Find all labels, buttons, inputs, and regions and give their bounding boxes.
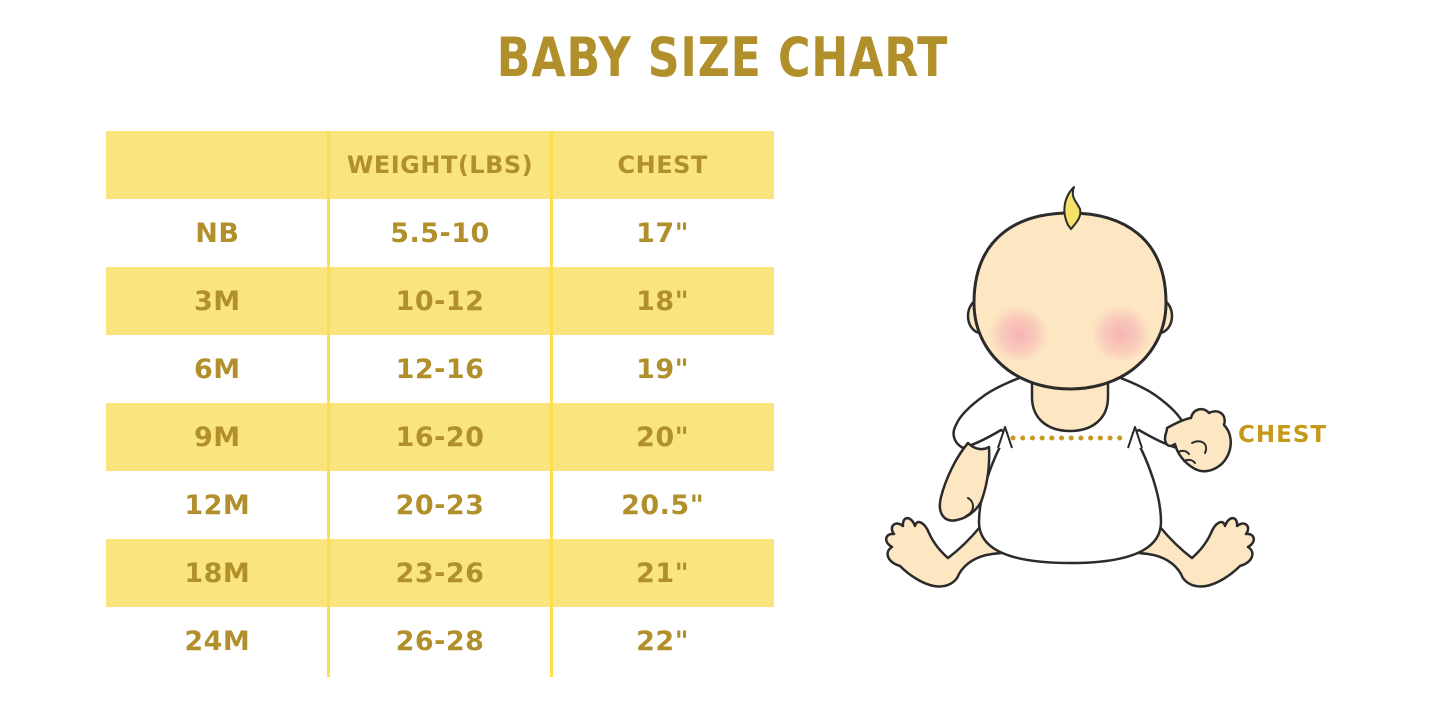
cell-size: 6M [194, 353, 241, 385]
baby-head [972, 211, 1168, 391]
baby-left-blush [989, 305, 1049, 363]
cell-size: 24M [184, 625, 251, 657]
left-sleeve-notch [997, 426, 1013, 449]
table-row: 18M 23-26 21" [106, 539, 774, 607]
cell-chest: 20" [636, 421, 690, 453]
baby-onesie [952, 372, 1188, 565]
baby-illustration [870, 185, 1340, 605]
chest-annotation-label: CHEST [1238, 422, 1328, 448]
cell-weight: 5.5-10 [390, 217, 490, 249]
cell-chest: 21" [636, 557, 690, 589]
cell-size: 12M [184, 489, 251, 521]
table-row: 24M 26-28 22" [106, 607, 774, 675]
cell-weight: 12-16 [395, 353, 485, 385]
baby-fist-knuckle-line-1 [1177, 449, 1190, 455]
table-row: NB 5.5-10 17" [106, 199, 774, 267]
cell-size: 3M [194, 285, 241, 317]
table-row: 12M 20-23 20.5" [106, 471, 774, 539]
table-row: 9M 16-20 20" [106, 403, 774, 471]
baby-hair-curl [1063, 186, 1082, 230]
right-sleeve-notch [1127, 426, 1143, 449]
cell-weight: 16-20 [395, 421, 485, 453]
cell-weight: 20-23 [395, 489, 485, 521]
cell-chest: 19" [636, 353, 690, 385]
cell-weight: 23-26 [395, 557, 485, 589]
size-chart-table: WEIGHT(LBS) CHEST NB 5.5-10 17" 3M 10-12… [106, 131, 774, 677]
cell-size: 9M [194, 421, 241, 453]
baby-fist-knuckle-line-2 [1183, 458, 1196, 464]
baby-illustration-svg [885, 186, 1255, 588]
cell-weight: 26-28 [395, 625, 485, 657]
cell-weight: 10-12 [395, 285, 485, 317]
baby-left-hand-finger-line [965, 497, 974, 517]
page-title: BABY SIZE CHART [496, 26, 949, 89]
baby-fist-curl-line [1191, 440, 1207, 454]
table-row: 6M 12-16 19" [106, 335, 774, 403]
column-divider [550, 131, 553, 677]
table-header-row: WEIGHT(LBS) CHEST [106, 131, 774, 199]
cell-chest: 17" [636, 217, 690, 249]
cell-chest: 22" [636, 625, 690, 657]
baby-right-blush [1091, 305, 1151, 363]
cell-size: NB [195, 217, 240, 249]
header-cell-chest: CHEST [617, 151, 708, 179]
cell-chest: 18" [636, 285, 690, 317]
table-row: 3M 10-12 18" [106, 267, 774, 335]
column-divider [327, 131, 330, 677]
header-cell-weight: WEIGHT(LBS) [346, 151, 534, 179]
cell-chest: 20.5" [621, 489, 705, 521]
cell-size: 18M [184, 557, 251, 589]
